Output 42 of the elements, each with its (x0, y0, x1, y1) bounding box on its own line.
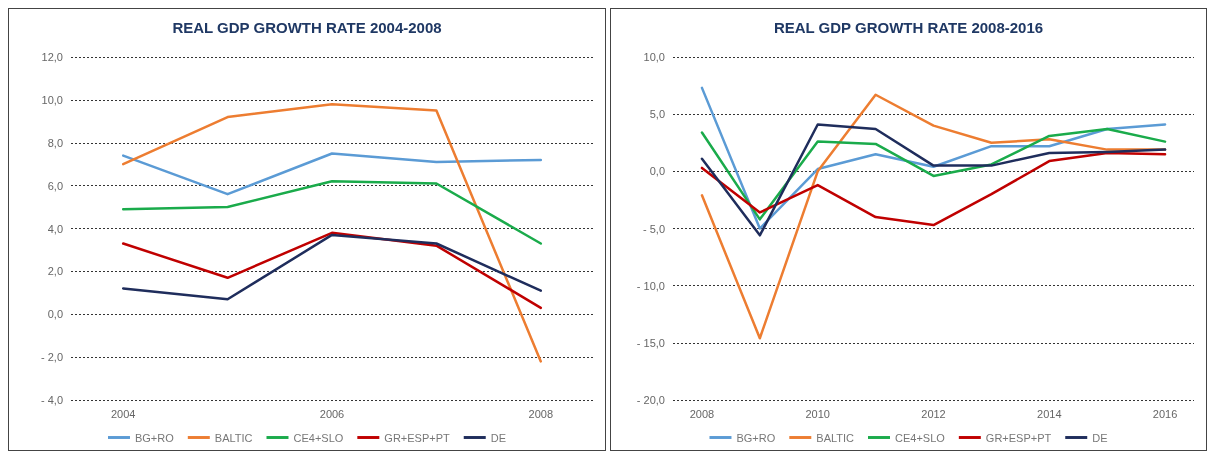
x-tick-label: 2008 (689, 407, 715, 420)
chart-title: REAL GDP GROWTH RATE 2004-2008 (172, 19, 442, 36)
y-tick-label: - 4,0 (40, 394, 63, 406)
x-tick-label: 2012 (921, 407, 946, 420)
y-tick-label: - 20,0 (636, 394, 665, 406)
legend-label: GR+ESP+PT (384, 431, 451, 444)
y-tick-label: - 10,0 (636, 279, 665, 292)
x-tick-label: 2006 (319, 407, 345, 420)
y-tick-label: 0,0 (47, 308, 63, 321)
legend-label: BALTIC (214, 431, 253, 444)
y-tick-label: - 15,0 (636, 336, 665, 349)
line-series (700, 151, 1167, 227)
legend-label: BG+RO (134, 431, 175, 444)
y-tick-label: - 2,0 (40, 351, 63, 364)
line-series (700, 123, 1167, 237)
chart-title: REAL GDP GROWTH RATE 2008-2016 (773, 19, 1044, 36)
y-tick-label: 8,0 (47, 136, 63, 149)
legend-label: DE (1092, 431, 1108, 444)
legend-label: BALTIC (816, 431, 855, 444)
line-series (121, 102, 543, 363)
legend-label: GR+ESP+PT (985, 431, 1052, 444)
legend-label: BG+RO (736, 431, 776, 444)
line-series (121, 152, 543, 196)
y-tick-label: 5,0 (649, 108, 665, 121)
line-series (700, 127, 1167, 221)
y-tick-label: 2,0 (47, 265, 63, 278)
legend-label: DE (490, 431, 507, 444)
x-tick-label: 2016 (1152, 407, 1178, 420)
y-tick-label: 12,0 (41, 51, 63, 63)
x-tick-label: 2004 (110, 407, 136, 420)
y-tick-label: 0,0 (649, 165, 665, 178)
y-tick-label: 10,0 (643, 51, 665, 63)
x-tick-label: 2010 (805, 407, 830, 420)
y-tick-label: 10,0 (41, 93, 63, 106)
legend-label: CE4+SLO (293, 431, 344, 444)
y-tick-label: 6,0 (47, 179, 63, 192)
y-tick-label: - 5,0 (642, 222, 665, 235)
y-tick-label: 4,0 (47, 222, 63, 235)
x-tick-label: 2014 (1037, 407, 1062, 420)
legend-label: CE4+SLO (894, 431, 946, 444)
x-tick-label: 2008 (528, 407, 554, 420)
line-series (121, 180, 543, 245)
